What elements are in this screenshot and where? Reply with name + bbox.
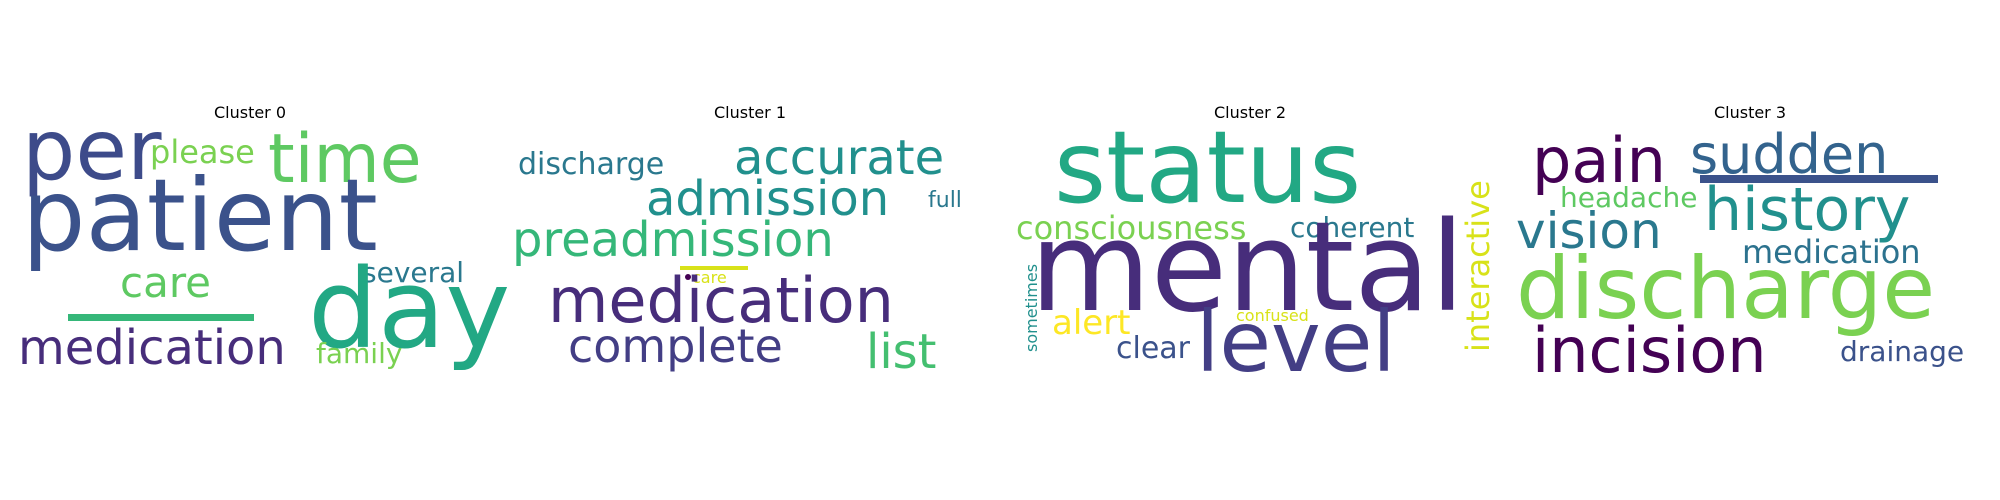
word: please [150, 133, 255, 171]
word: confused [1236, 306, 1309, 325]
word: incision [1532, 314, 1767, 387]
word: preadmission [512, 212, 834, 268]
word: discharge [518, 147, 665, 182]
word: headache [1560, 181, 1698, 214]
word-cloud: pain sudden headache history vision medi… [1500, 0, 2000, 500]
cluster-3-panel: Cluster 3 pain sudden headache history v… [1500, 0, 2000, 500]
word: medication [18, 320, 286, 376]
word: family [316, 337, 403, 370]
word: pain [1532, 124, 1666, 197]
word: accurate [734, 130, 945, 186]
decorative-bar [680, 266, 748, 270]
word-cloud: discharge accurate admission full preadm… [500, 0, 1000, 500]
word: medication [1742, 233, 1921, 271]
cluster-1-panel: Cluster 1 discharge accurate admission f… [500, 0, 1000, 500]
word: medication [548, 264, 894, 337]
word: status [1054, 109, 1362, 226]
panel-title: Cluster 0 [213, 103, 287, 122]
panel-title: Cluster 1 [713, 103, 787, 122]
decorative-dot [685, 274, 691, 280]
word-cloud: status interactive consciousness coheren… [1000, 0, 1500, 500]
panel-title: Cluster 2 [1213, 103, 1287, 122]
cluster-0-panel: Cluster 0 per please time patient care s… [0, 0, 510, 500]
word: discharge [1516, 239, 1936, 339]
word: level [1196, 293, 1396, 391]
word: interactive [1459, 180, 1497, 352]
word: per [22, 101, 162, 199]
word: clear [1116, 331, 1191, 366]
word: several [362, 256, 465, 289]
word: admission [646, 171, 890, 227]
decorative-bar [1700, 175, 1938, 183]
word: care [120, 258, 212, 307]
word: coherent [1290, 211, 1415, 244]
word: history [1704, 175, 1911, 245]
word: patient [22, 157, 378, 274]
word: full [928, 188, 962, 213]
word: care [692, 268, 727, 287]
word: sometimes [1022, 263, 1041, 352]
word: mental [1030, 196, 1465, 340]
word: drainage [1840, 335, 1965, 368]
word: time [268, 120, 422, 199]
decorative-bar [68, 314, 254, 321]
word: day [308, 245, 511, 373]
panel-title: Cluster 3 [1713, 103, 1787, 122]
word: alert [1052, 303, 1131, 343]
word: complete [568, 319, 783, 373]
word: vision [1516, 202, 1662, 260]
word: list [866, 324, 937, 380]
cluster-2-panel: Cluster 2 status interactive consciousne… [1000, 0, 1500, 500]
word: sudden [1690, 123, 1889, 186]
word: consciousness [1016, 209, 1247, 247]
word-cloud: per please time patient care several day… [0, 0, 510, 500]
